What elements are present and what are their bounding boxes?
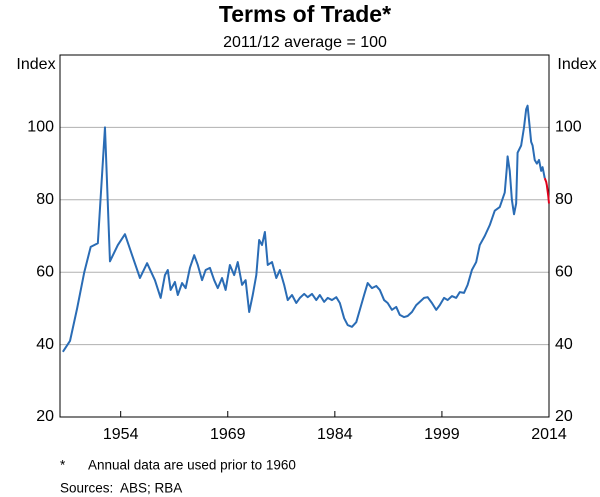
x-tick-label: 2014 bbox=[531, 426, 567, 443]
x-tick-label: 1969 bbox=[210, 426, 246, 443]
note-marker: * bbox=[60, 458, 66, 473]
y2-tick-label: 40 bbox=[555, 336, 573, 353]
y-tick-label: 40 bbox=[36, 336, 54, 353]
y2-tick-label: 60 bbox=[555, 263, 573, 280]
y-tick-label: 100 bbox=[27, 119, 54, 136]
chart-title: Terms of Trade* bbox=[219, 1, 391, 27]
x-tick-label: 1999 bbox=[424, 426, 460, 443]
y-axis-label: Index bbox=[16, 56, 55, 73]
y-tick-label: 60 bbox=[36, 263, 54, 280]
x-tick-label: 1954 bbox=[103, 426, 139, 443]
note-text: Annual data are used prior to 1960 bbox=[88, 458, 296, 473]
y-tick-label: 20 bbox=[36, 408, 54, 425]
series-line bbox=[543, 177, 550, 204]
chart-subtitle: 2011/12 average = 100 bbox=[223, 34, 387, 51]
y2-tick-label: 80 bbox=[555, 191, 573, 208]
plot-frame bbox=[59, 54, 550, 418]
series-line bbox=[62, 104, 546, 353]
x-tick-label: 1984 bbox=[317, 426, 353, 443]
y2-tick-label: 100 bbox=[555, 119, 582, 136]
y-tick-label: 80 bbox=[36, 191, 54, 208]
y2-axis-label: Index bbox=[557, 56, 596, 73]
sources: Sources: ABS; RBA bbox=[60, 481, 182, 496]
y2-tick-label: 20 bbox=[555, 408, 573, 425]
